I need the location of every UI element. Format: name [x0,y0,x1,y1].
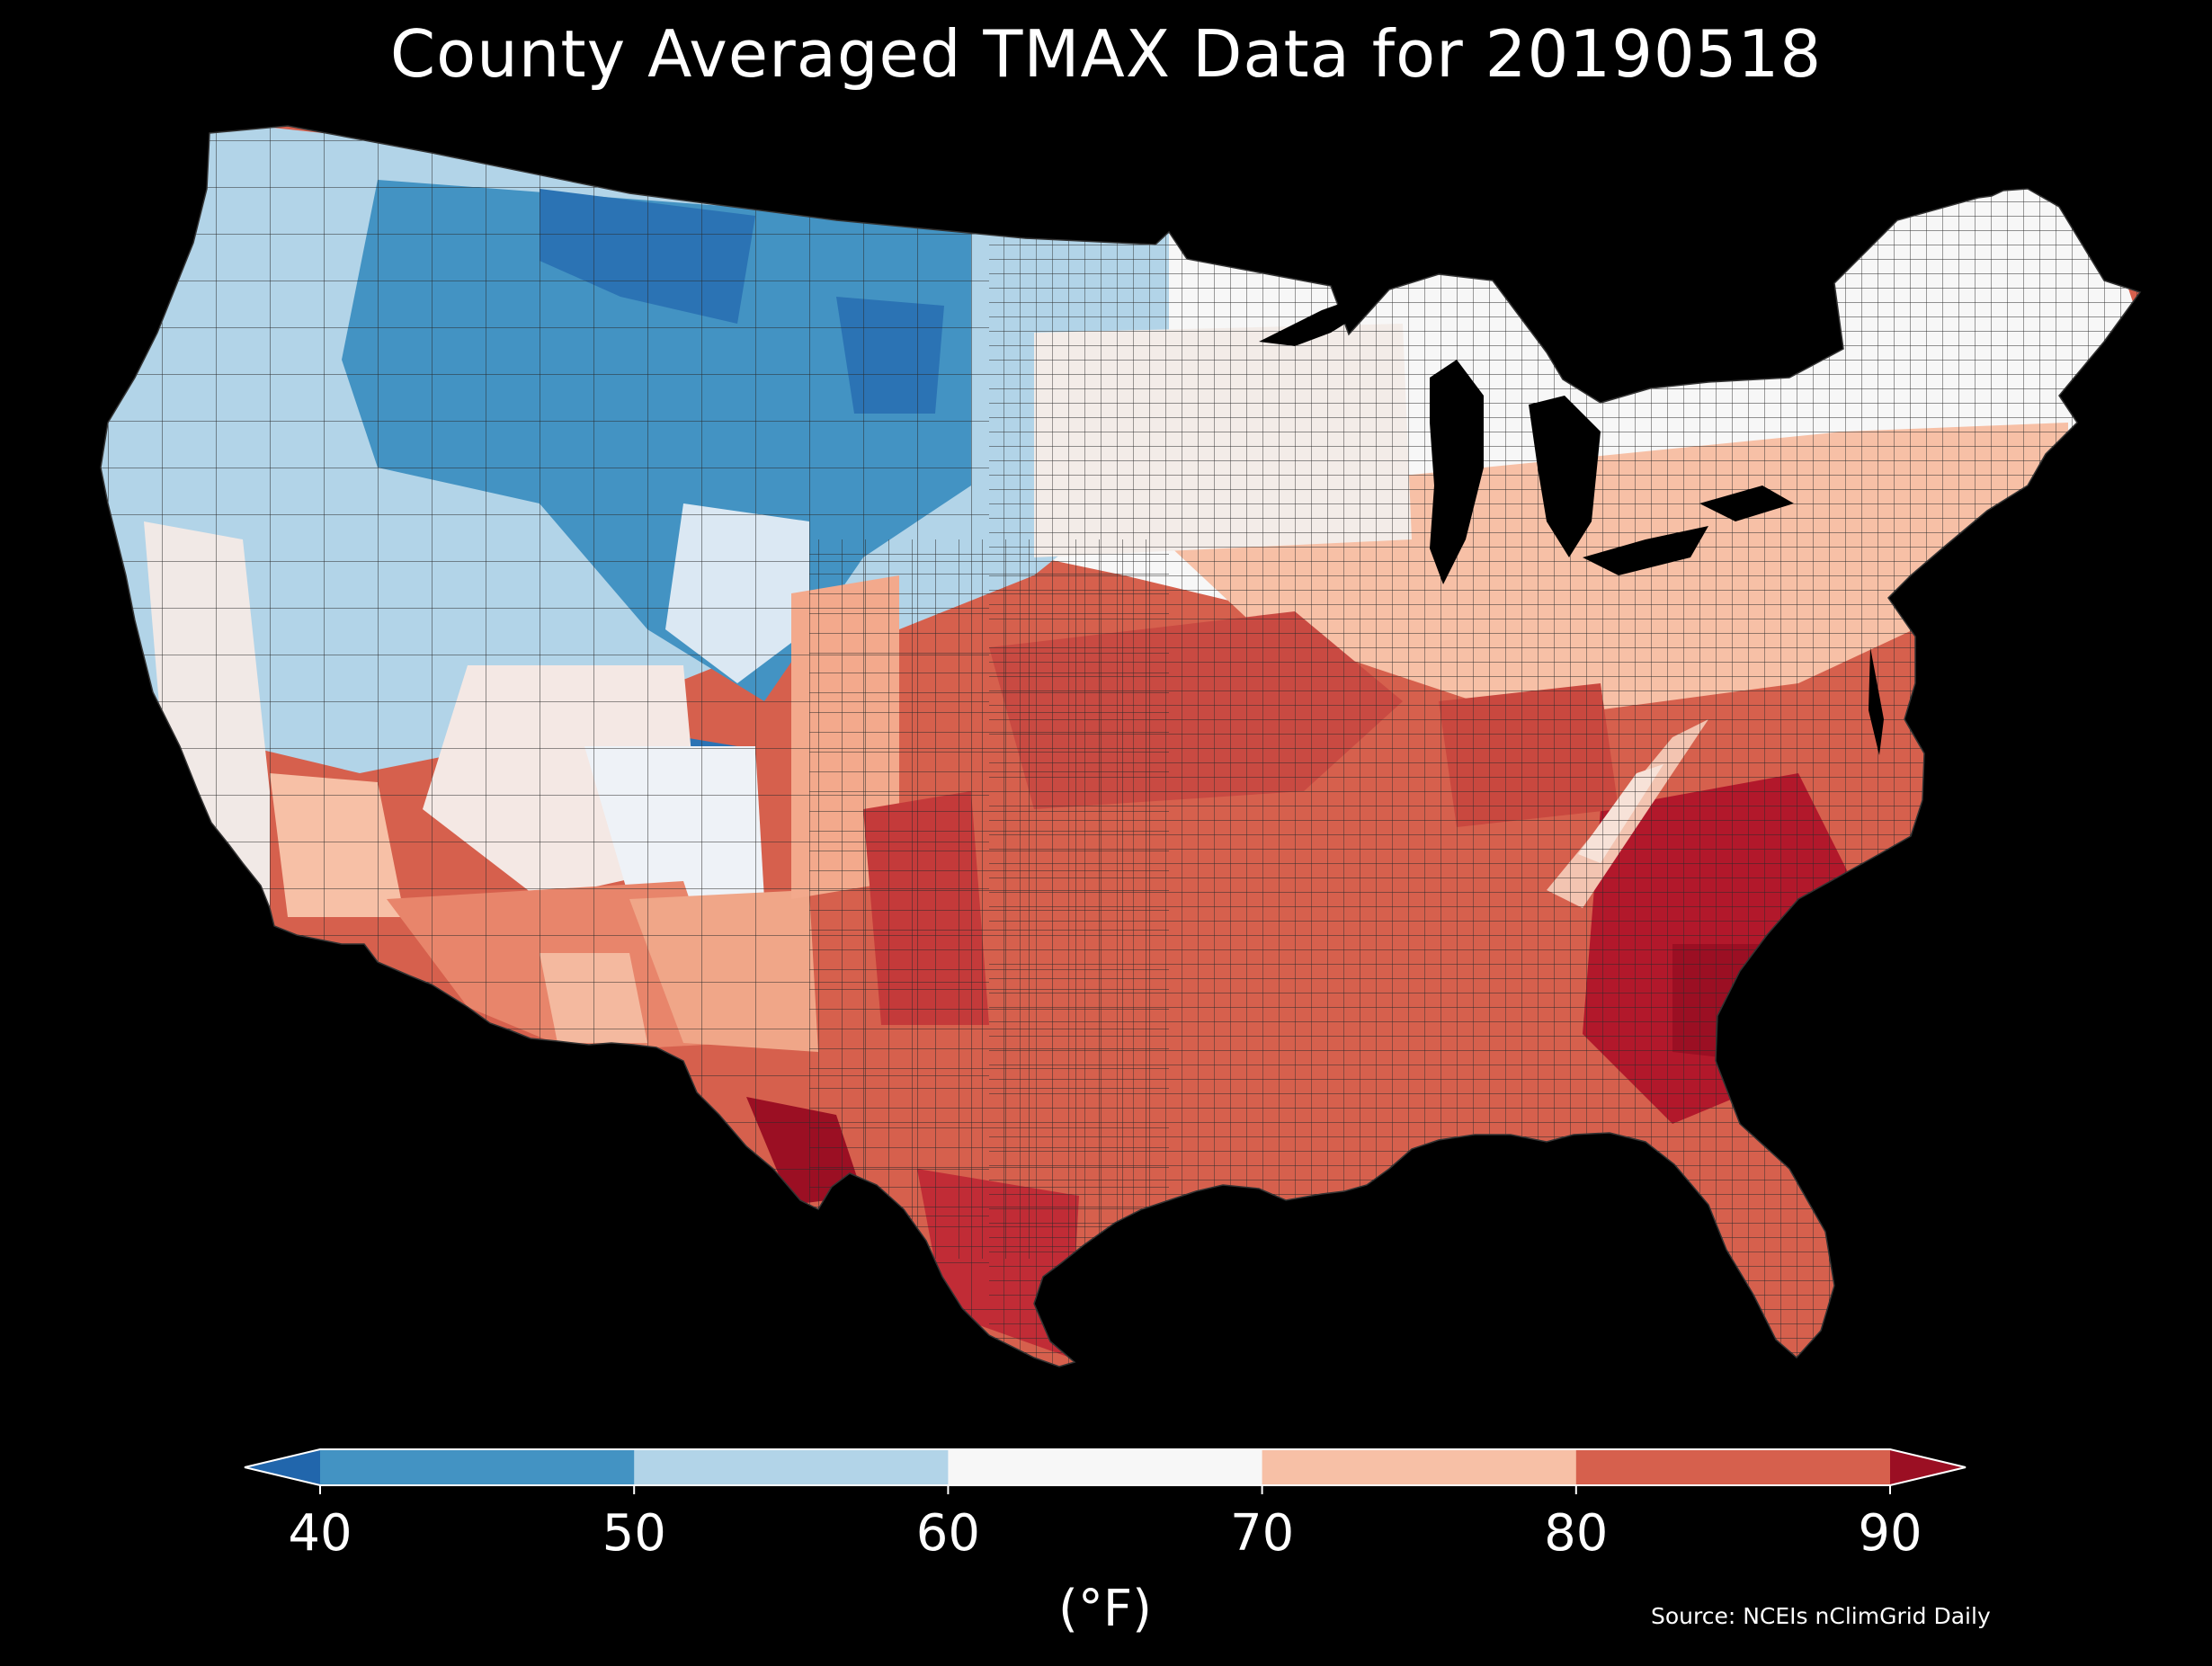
colorbar-tick-label: 40 [288,1504,352,1563]
chesapeake-bay [1869,647,1884,755]
source-note: Source: NCEIs nClimGrid Daily [1651,1603,1991,1629]
colorbar-tick-label: 80 [1544,1504,1608,1563]
colorbar-bin [320,1449,635,1485]
colorbar-bin [1575,1449,1891,1485]
colorbar-bin [634,1449,949,1485]
colorbar-tick-label: 70 [1230,1504,1294,1563]
colorbar-tick-label: 90 [1858,1504,1922,1563]
map-title: County Averaged TMAX Data for 20190518 [389,16,1823,92]
colorbar-extend-low [245,1449,320,1485]
great-lakes [1259,288,1794,584]
colorbar-tick-label: 60 [916,1504,980,1563]
colorbar-tick-label: 50 [602,1504,666,1563]
colorbar-bin [1262,1449,1577,1485]
colorbar-bin [948,1449,1263,1485]
us-outline [100,125,2142,1368]
colorbar-extend-high [1890,1449,1966,1485]
colorbar-unit-label: (°F) [1058,1580,1152,1638]
